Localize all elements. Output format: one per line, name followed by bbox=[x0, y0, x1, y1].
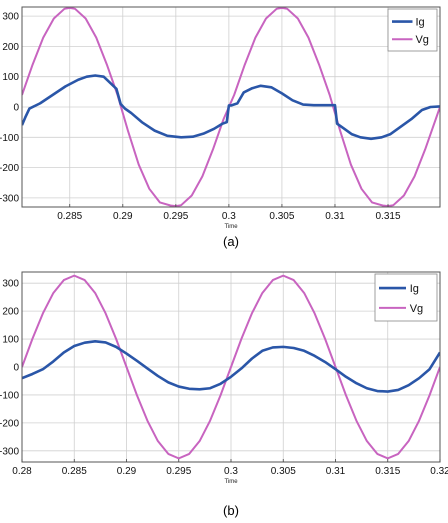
x-tick-label: 0.305 bbox=[269, 211, 294, 222]
x-tick-label: 0.305 bbox=[271, 466, 296, 477]
x-tick-label: 0.29 bbox=[117, 466, 137, 477]
x-tick-label: 0.31 bbox=[325, 211, 345, 222]
legend-label-vg: Vg bbox=[415, 34, 428, 46]
series-line-ig bbox=[22, 339, 440, 393]
y-tick-label: 300 bbox=[2, 279, 19, 290]
plot-frame bbox=[21, 6, 441, 208]
y-tick-label: 200 bbox=[2, 307, 19, 318]
series-line-vg bbox=[22, 7, 440, 207]
x-tick-label: 0.3 bbox=[224, 466, 238, 477]
legend-label-vg: Vg bbox=[410, 303, 423, 315]
panel-caption: (a) bbox=[223, 234, 239, 249]
y-tick-label: -100 bbox=[0, 133, 19, 144]
y-tick-label: -300 bbox=[0, 446, 19, 457]
y-tick-label: -200 bbox=[0, 163, 19, 174]
y-tick-label: -200 bbox=[0, 418, 19, 429]
chart-panel-b: 0.28 0.285 0.29 0.295 0.3 0.305 0.31 0.315 0.32 -… bbox=[0, 271, 448, 518]
y-tick-label: -300 bbox=[0, 193, 19, 204]
legend-label-ig: Ig bbox=[410, 283, 419, 295]
series-line-ig bbox=[22, 74, 440, 141]
y-tick-label: 0 bbox=[13, 363, 19, 374]
y-tick-label: -100 bbox=[0, 390, 19, 401]
x-tick-label: 0.295 bbox=[163, 211, 188, 222]
x-axis-title: Time bbox=[224, 224, 238, 230]
chart-panel-a: 0.285 0.29 0.295 0.3 0.305 0.31 0.315 -300 -200 -… bbox=[0, 6, 441, 249]
x-tick-label: 0.31 bbox=[326, 466, 346, 477]
x-tick-label: 0.295 bbox=[166, 466, 191, 477]
y-tick-label: 200 bbox=[2, 42, 19, 53]
panel-caption: (b) bbox=[223, 503, 239, 518]
x-tick-label: 0.315 bbox=[375, 466, 400, 477]
x-axis-title: Time bbox=[224, 479, 238, 485]
x-tick-label: 0.3 bbox=[222, 211, 236, 222]
series-line-vg bbox=[22, 274, 440, 460]
y-tick-label: 300 bbox=[2, 12, 19, 23]
y-tick-label: 100 bbox=[2, 72, 19, 83]
x-tick-label: 0.32 bbox=[430, 466, 448, 477]
legend-box bbox=[374, 273, 438, 322]
x-tick-label: 0.315 bbox=[375, 211, 400, 222]
x-tick-label: 0.28 bbox=[12, 466, 32, 477]
y-tick-label: 100 bbox=[2, 335, 19, 346]
y-tick-label: 0 bbox=[13, 103, 19, 114]
legend-label-ig: Ig bbox=[415, 17, 424, 29]
legend-box bbox=[387, 8, 438, 52]
x-tick-label: 0.285 bbox=[62, 466, 87, 477]
x-tick-label: 0.29 bbox=[113, 211, 133, 222]
x-tick-label: 0.285 bbox=[57, 211, 82, 222]
